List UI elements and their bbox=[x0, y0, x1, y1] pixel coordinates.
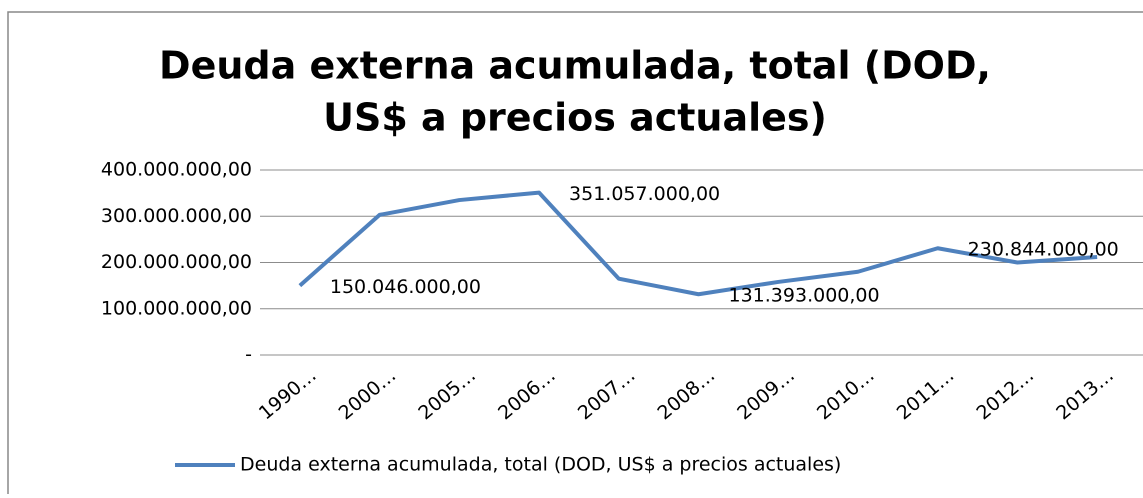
chart-title: Deuda externa acumulada, total (DOD, bbox=[159, 44, 991, 88]
y-tick-label: 400.000.000,00 bbox=[101, 159, 252, 181]
chart-title: US$ a precios actuales) bbox=[323, 96, 827, 140]
y-tick-label: 100.000.000,00 bbox=[101, 297, 252, 319]
data-label: 131.393.000,00 bbox=[729, 285, 880, 307]
data-label: 230.844.000,00 bbox=[968, 239, 1119, 261]
data-label: 150.046.000,00 bbox=[330, 276, 481, 298]
chart-border bbox=[7, 11, 1143, 498]
legend-label: Deuda externa acumulada, total (DOD, US$… bbox=[240, 454, 841, 476]
line-series bbox=[298, 190, 1098, 297]
y-tick-label: 200.000.000,00 bbox=[101, 251, 252, 273]
data-label: 351.057.000,00 bbox=[569, 183, 720, 205]
y-tick-label: 300.000.000,00 bbox=[101, 205, 252, 227]
y-tick-label: - bbox=[245, 344, 252, 366]
